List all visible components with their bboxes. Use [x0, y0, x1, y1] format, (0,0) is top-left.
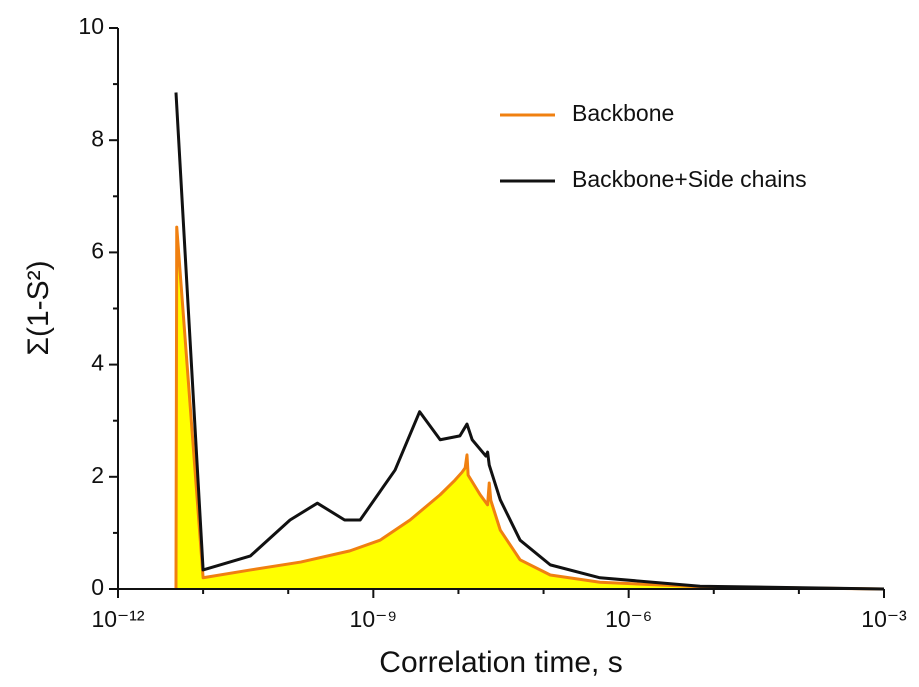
y-tick-label: 10: [78, 13, 104, 39]
x-tick-label: 10⁻¹²: [91, 606, 144, 632]
legend-label: Backbone: [572, 100, 674, 126]
y-axis-label: Σ(1-S²): [22, 260, 55, 355]
x-tick-label: 10⁻⁶: [605, 606, 652, 632]
y-tick-label: 6: [91, 237, 104, 263]
y-tick-label: 4: [91, 350, 104, 376]
series-line: [174, 92, 885, 591]
x-tick-label: 10⁻³: [861, 606, 907, 632]
y-tick-label: 0: [91, 574, 104, 600]
x-tick-label: 10⁻⁹: [350, 606, 398, 632]
legend-label: Backbone+Side chains: [572, 166, 807, 192]
series-line: [174, 225, 885, 591]
area-fill: [175, 227, 884, 589]
y-tick-label: 2: [91, 462, 104, 488]
y-tick-label: 8: [91, 125, 104, 151]
x-axis-label: Correlation time, s: [379, 646, 622, 679]
